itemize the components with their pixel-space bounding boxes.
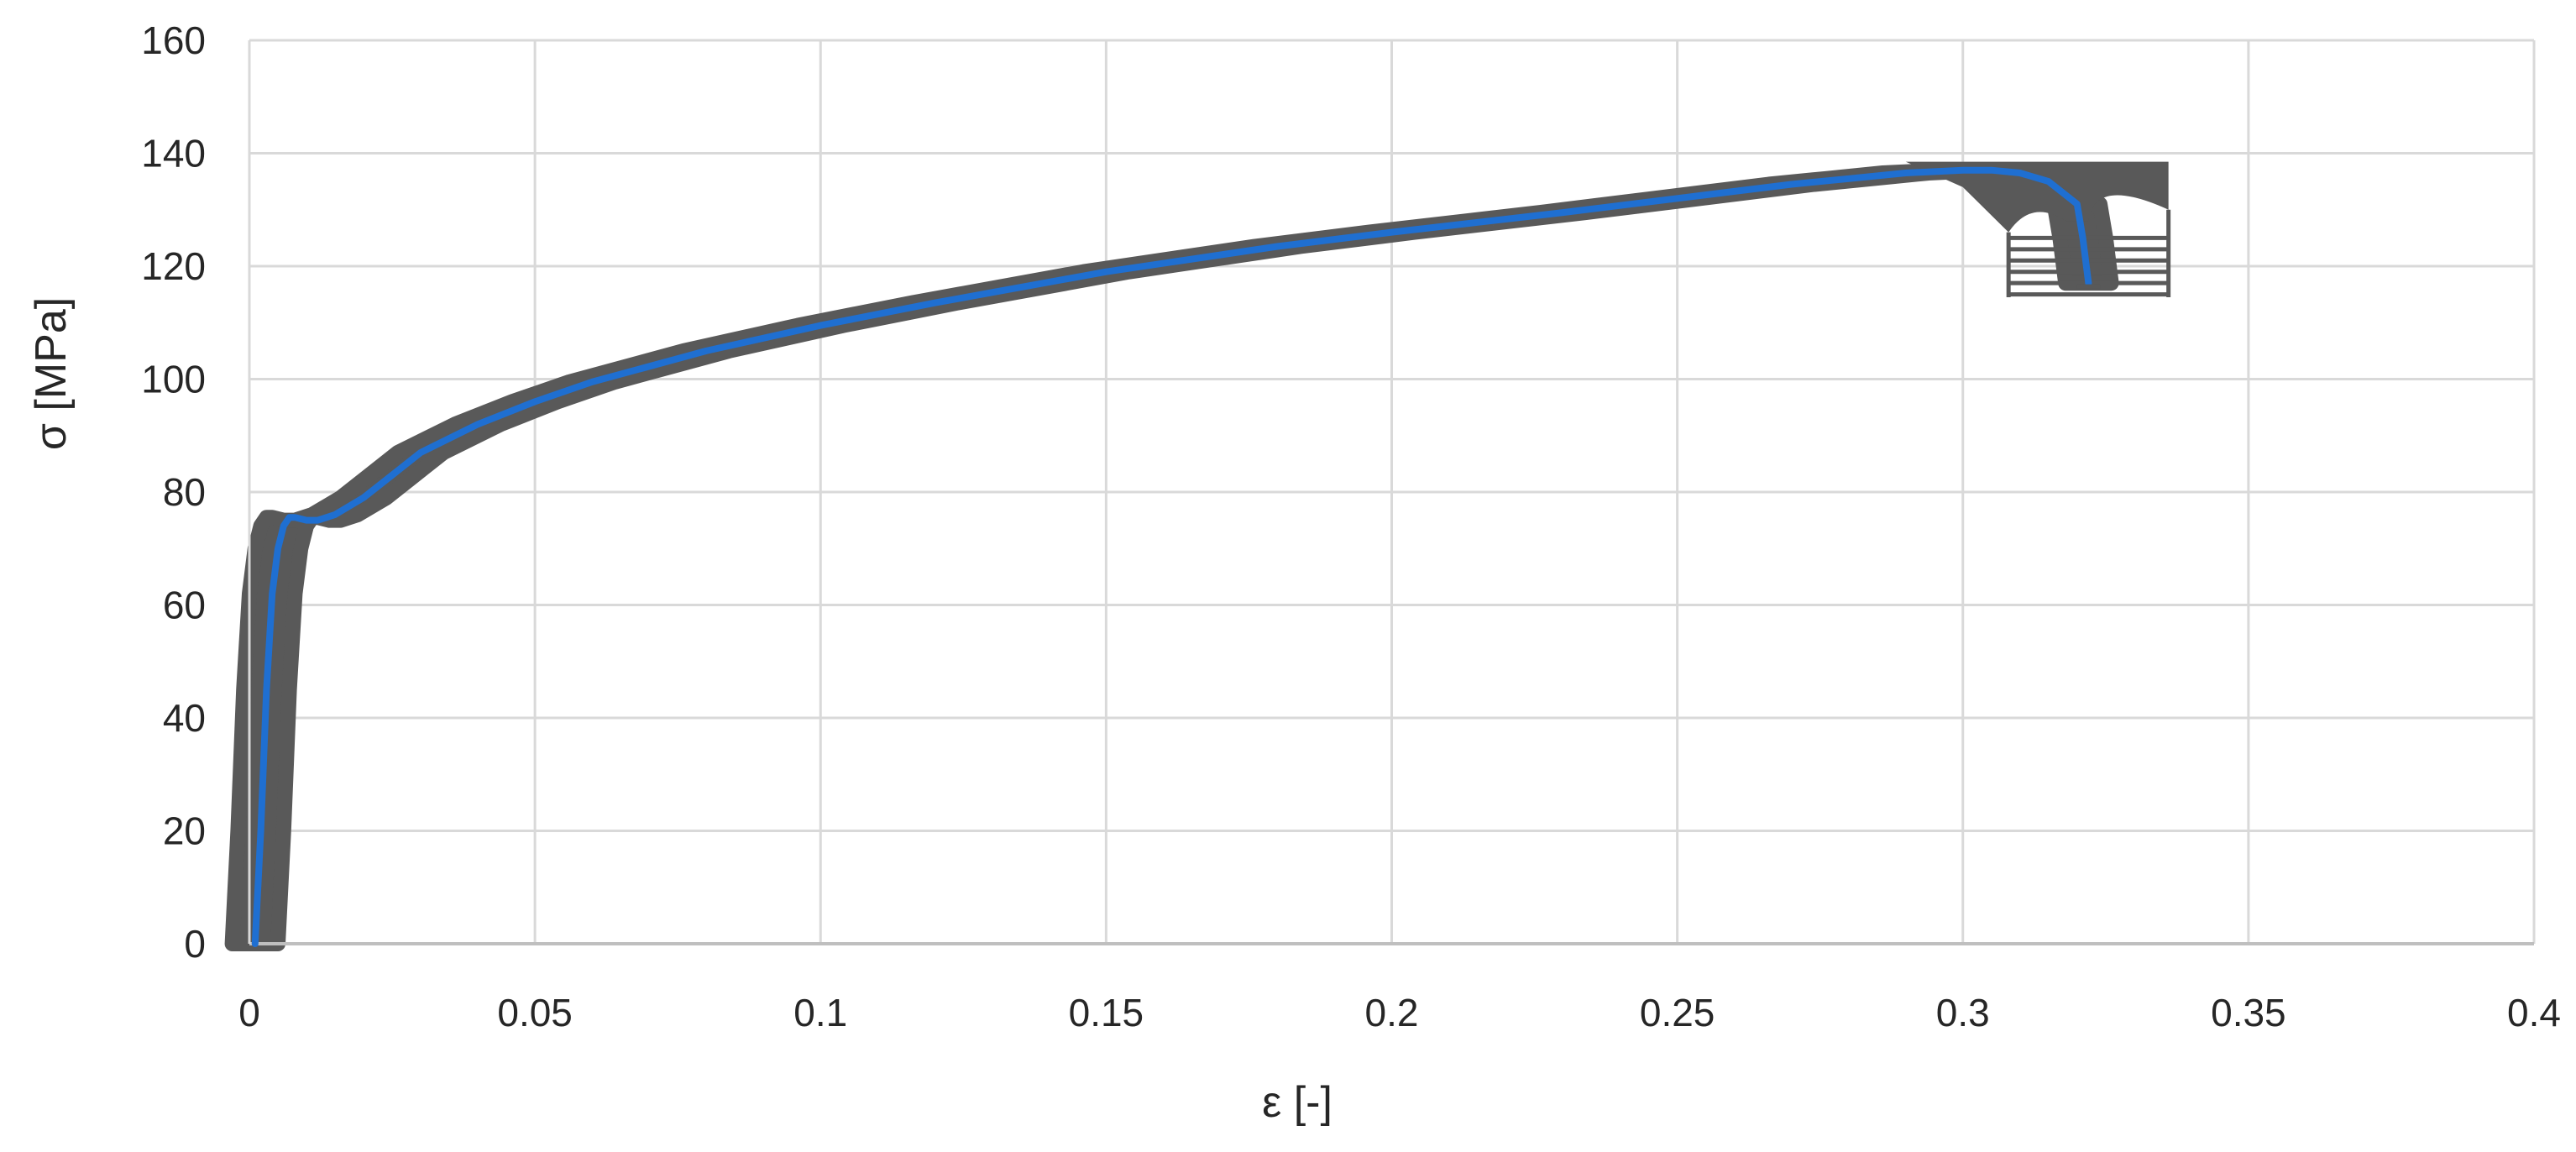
y-tick-label: 40 xyxy=(163,696,206,740)
y-tick-label: 100 xyxy=(141,358,206,401)
x-tick-label: 0.2 xyxy=(1365,991,1419,1034)
x-axis-title: ε [-] xyxy=(1262,1078,1333,1127)
y-tick-label: 120 xyxy=(141,244,206,288)
error-band xyxy=(224,162,2119,951)
x-tick-label: 0 xyxy=(238,991,260,1034)
tick-label-layer: 0 20 40 60 80 100 120 140 160 0 0.05 0.1 0.15 0.2 0.25… xyxy=(141,18,2561,1034)
x-tick-label: 0.1 xyxy=(793,991,847,1034)
y-axis-title: σ [MPa] xyxy=(27,297,76,450)
mean-series-line xyxy=(251,166,2092,947)
y-tick-label: 160 xyxy=(141,18,206,62)
x-tick-label: 0.25 xyxy=(1640,991,1715,1034)
error-band-layer xyxy=(224,161,2171,951)
error-band-cap xyxy=(1905,161,2169,233)
x-tick-label: 0.35 xyxy=(2211,991,2286,1034)
y-tick-label: 60 xyxy=(163,584,206,627)
grid-layer xyxy=(249,39,2536,944)
y-tick-label: 20 xyxy=(163,809,206,853)
series-layer xyxy=(251,166,2101,947)
x-tick-label: 0.05 xyxy=(497,991,573,1034)
y-tick-label: 0 xyxy=(184,922,206,966)
x-tick-label: 0.4 xyxy=(2507,991,2561,1034)
x-tick-label: 0.3 xyxy=(1936,991,1990,1034)
x-tick-label: 0.15 xyxy=(1069,991,1144,1034)
axis-layer xyxy=(248,40,2534,945)
y-tick-label: 80 xyxy=(163,470,206,514)
y-tick-label: 140 xyxy=(141,132,206,175)
